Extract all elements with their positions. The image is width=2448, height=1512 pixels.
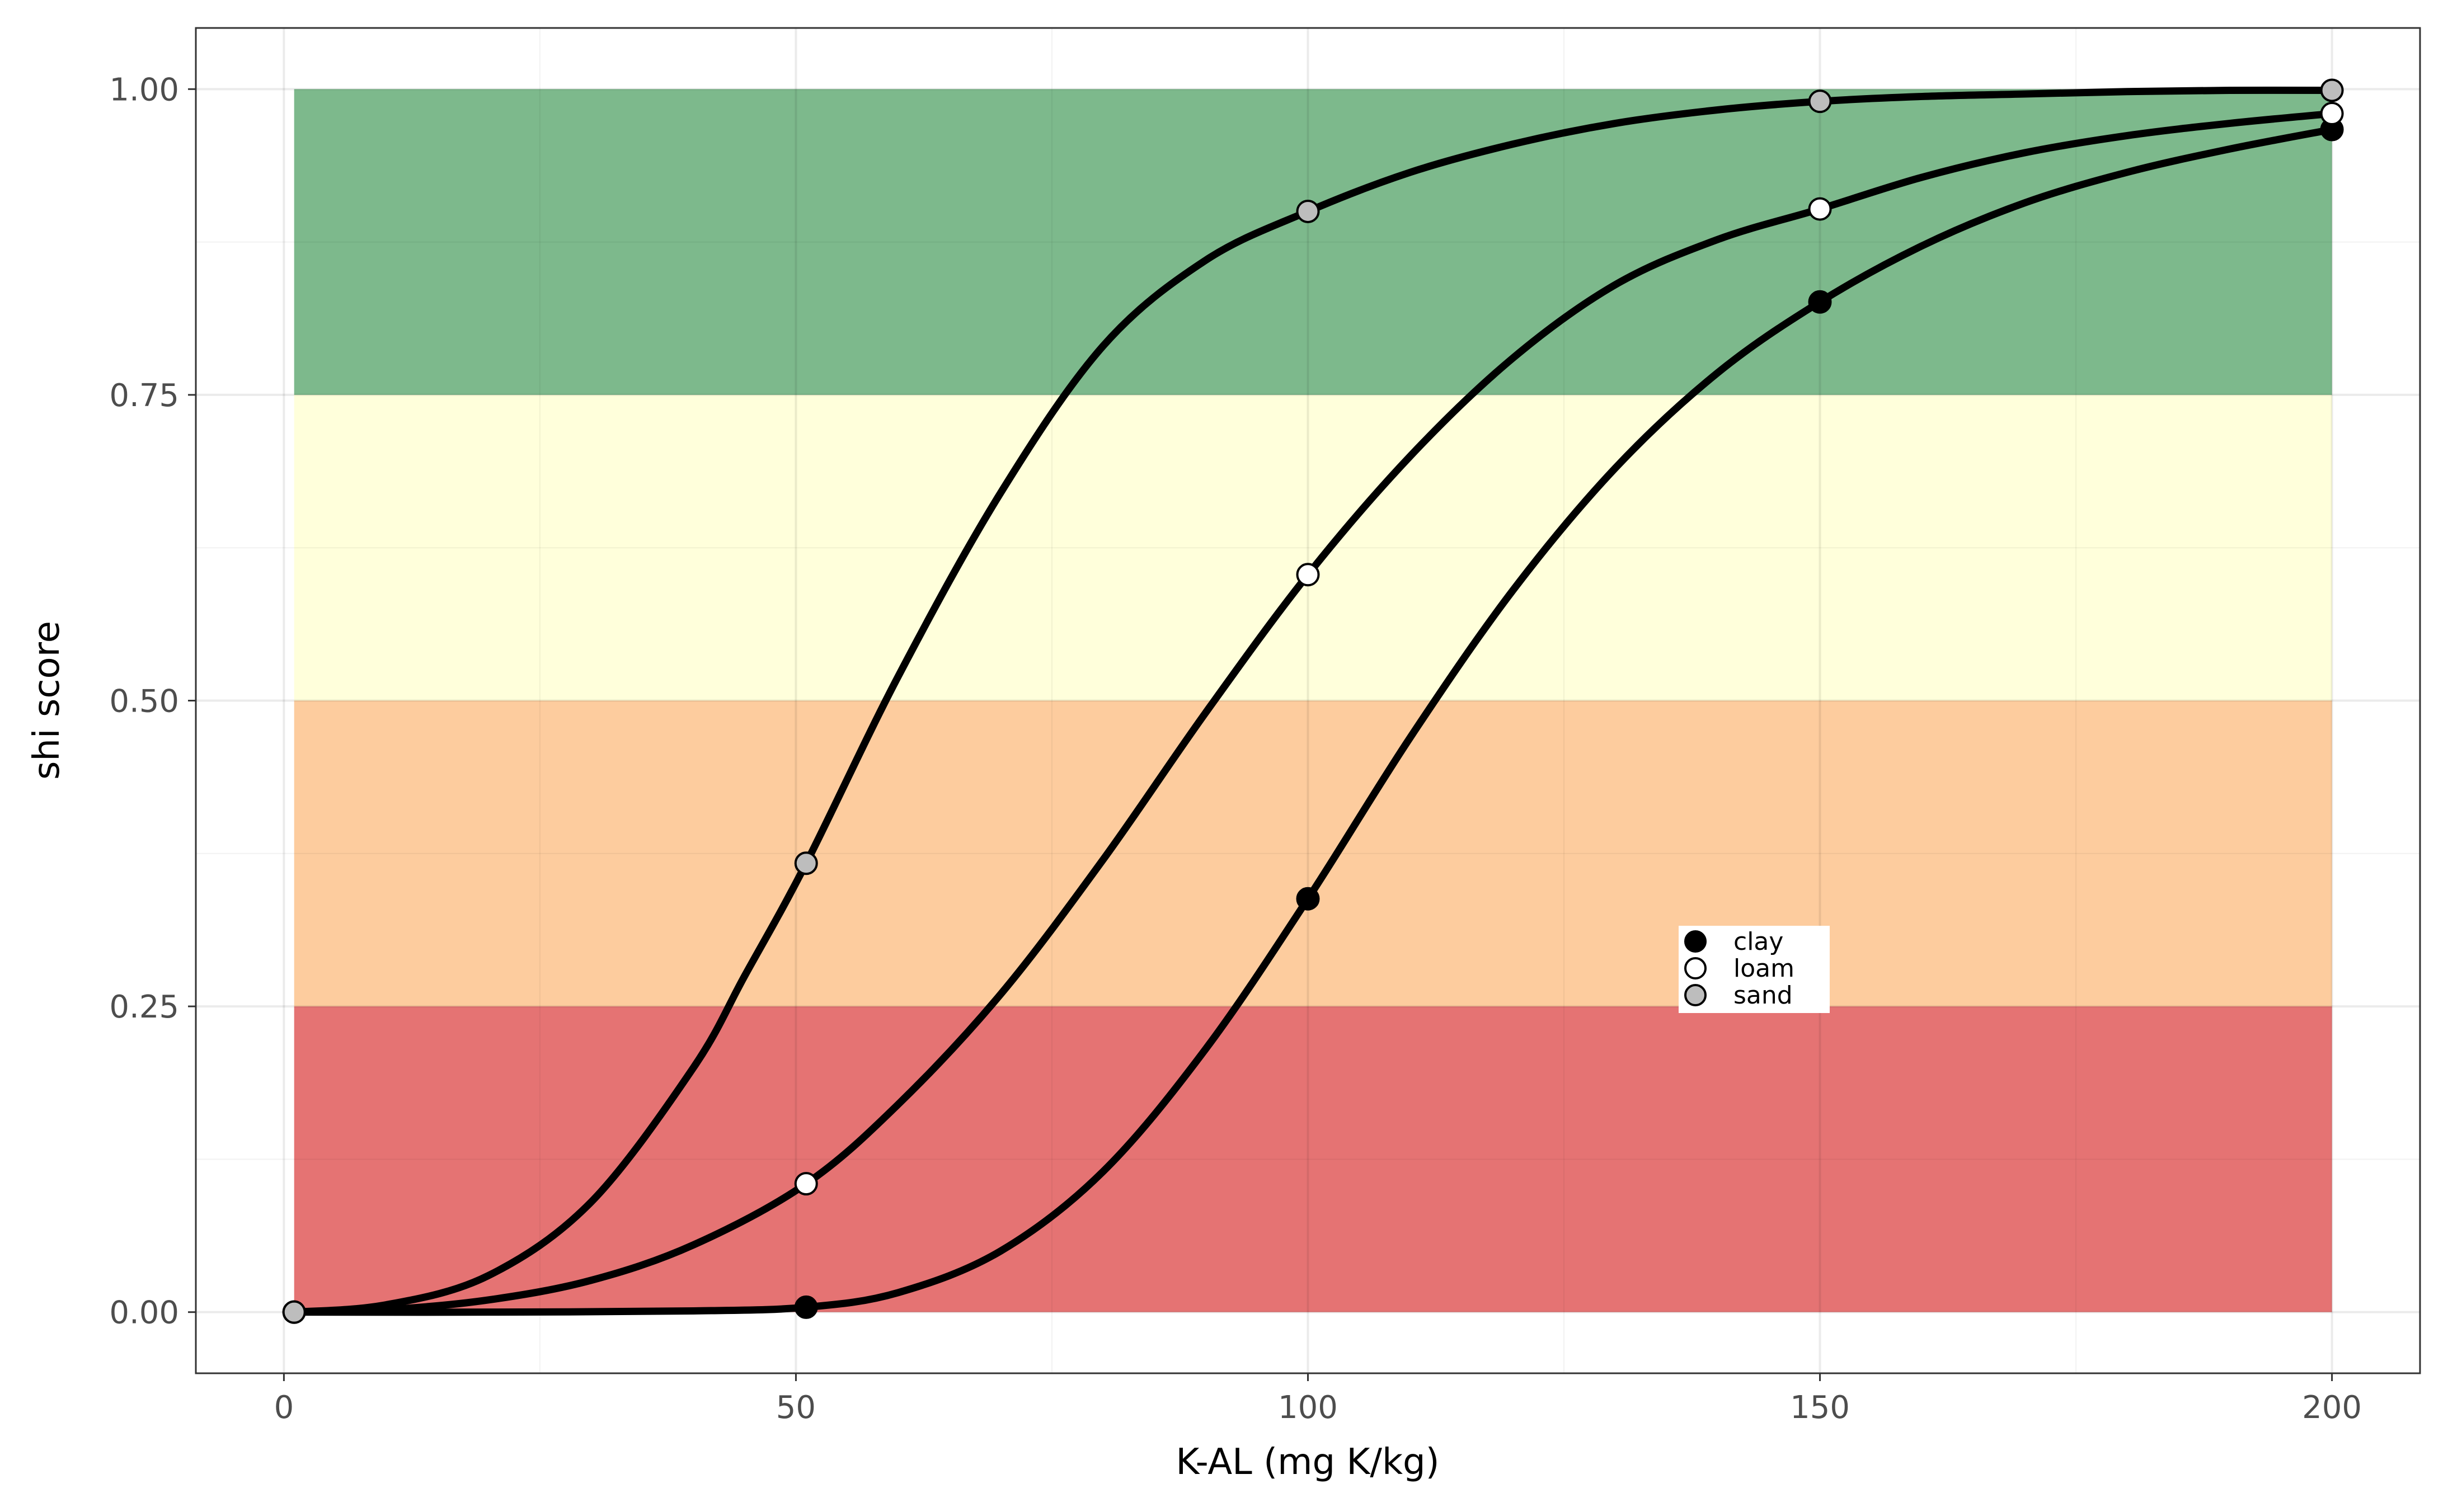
y-tick-label: 0.25 — [109, 989, 179, 1025]
legend-label-loam: loam — [1733, 954, 1794, 983]
x-tick-label: 100 — [1278, 1389, 1338, 1426]
curve-loam — [290, 110, 2336, 1316]
point-loam — [2320, 102, 2344, 126]
data-points — [282, 78, 2344, 1324]
legend-key-loam — [1684, 957, 1707, 979]
point-loam — [1808, 197, 1832, 221]
x-axis-title: K-AL (mg K/kg) — [1176, 1442, 1439, 1483]
y-tick-label: 1.00 — [109, 72, 179, 108]
point-clay — [1296, 887, 1320, 911]
y-tick-label: 0.75 — [109, 378, 179, 414]
curve-sand — [290, 86, 2336, 1316]
legend-key-clay — [1684, 930, 1707, 953]
x-tick-label: 0 — [274, 1389, 294, 1426]
point-sand — [2320, 78, 2344, 102]
band-1 — [294, 700, 2332, 1007]
x-axis: 0 50 100 150 200 — [274, 1373, 2362, 1426]
threshold-bands — [294, 89, 2332, 1312]
x-tick-label: 150 — [1790, 1389, 1850, 1426]
point-sand — [1296, 199, 1320, 223]
band-0 — [294, 1006, 2332, 1312]
legend-key-sand — [1684, 984, 1707, 1006]
y-axis-title: shi score — [26, 621, 68, 780]
point-loam — [794, 1172, 818, 1196]
point-sand — [1808, 90, 1832, 114]
point-clay — [1808, 290, 1832, 314]
fitted-curves — [290, 86, 2336, 1316]
x-tick-label: 50 — [776, 1389, 816, 1426]
band-2 — [294, 394, 2332, 701]
y-axis: 0.00 0.25 0.50 0.75 1.00 — [109, 72, 196, 1331]
point-sand — [282, 1300, 306, 1324]
legend-label-sand: sand — [1733, 981, 1793, 1010]
x-tick-label: 200 — [2302, 1389, 2362, 1426]
y-tick-label: 0.50 — [109, 684, 179, 720]
y-tick-label: 0.00 — [109, 1295, 179, 1331]
legend-label-clay: clay — [1733, 927, 1783, 956]
point-clay — [794, 1295, 818, 1319]
curve-clay — [290, 125, 2336, 1316]
grid-lines — [196, 28, 2420, 1373]
point-sand — [794, 851, 818, 875]
band-3 — [294, 89, 2332, 395]
point-loam — [1296, 563, 1320, 587]
